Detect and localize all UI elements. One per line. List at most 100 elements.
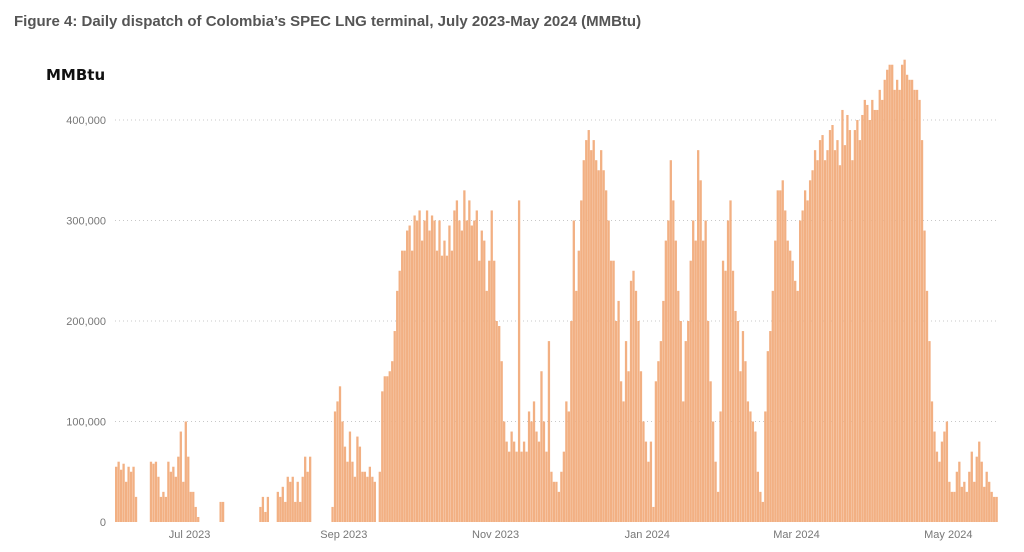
daily-bar xyxy=(789,250,792,522)
daily-bar xyxy=(786,240,789,522)
daily-bar xyxy=(480,230,483,523)
daily-bar xyxy=(863,99,866,523)
daily-bar xyxy=(726,220,730,522)
daily-bar xyxy=(915,89,919,522)
daily-bar xyxy=(169,471,173,522)
daily-bar xyxy=(555,481,558,522)
daily-bar xyxy=(970,451,973,522)
daily-bar xyxy=(415,220,419,522)
daily-bar xyxy=(572,220,575,522)
daily-bar xyxy=(194,506,197,523)
daily-bar xyxy=(828,130,832,523)
daily-bar xyxy=(463,190,466,522)
daily-bar xyxy=(264,511,267,522)
daily-bar xyxy=(304,456,307,523)
daily-bar xyxy=(425,210,429,522)
daily-bar xyxy=(821,135,824,522)
daily-bar xyxy=(346,461,349,522)
daily-bar xyxy=(709,381,712,522)
daily-bar xyxy=(697,150,700,522)
daily-bar xyxy=(557,491,561,522)
daily-bar xyxy=(684,341,687,522)
daily-bar xyxy=(527,411,531,522)
daily-bar xyxy=(508,451,511,522)
daily-bar xyxy=(301,476,304,522)
daily-bar xyxy=(761,501,764,522)
daily-bar xyxy=(764,411,767,522)
daily-bar xyxy=(443,240,446,522)
daily-bar xyxy=(478,260,481,522)
daily-bar xyxy=(363,471,367,522)
daily-bar xyxy=(498,326,501,522)
daily-bar xyxy=(455,200,459,522)
daily-bar xyxy=(968,471,971,522)
daily-bar xyxy=(343,446,347,523)
daily-bar xyxy=(119,469,123,522)
daily-bar xyxy=(756,471,760,522)
daily-bar xyxy=(592,140,595,522)
daily-bar xyxy=(552,481,556,522)
daily-bar xyxy=(873,109,876,522)
daily-bar xyxy=(948,481,951,522)
daily-bar xyxy=(856,120,859,522)
daily-bar xyxy=(378,471,381,522)
daily-bar xyxy=(699,180,702,523)
daily-bar xyxy=(406,230,409,523)
daily-bar xyxy=(331,506,334,523)
y-axis-ticks: 0 100,000 200,000 300,000 400,000 xyxy=(66,115,106,529)
daily-bar xyxy=(729,200,732,522)
daily-bar xyxy=(371,476,374,522)
figure-title: Figure 4: Daily dispatch of Colombia’s S… xyxy=(14,13,642,30)
daily-bar xyxy=(629,280,633,522)
daily-bar xyxy=(724,270,727,522)
daily-bar xyxy=(779,190,782,522)
daily-bar xyxy=(905,74,909,523)
daily-bar xyxy=(299,501,302,522)
daily-bar xyxy=(900,64,904,522)
daily-bar xyxy=(781,180,784,523)
daily-bar xyxy=(759,491,762,522)
daily-bar xyxy=(896,79,899,523)
daily-bar xyxy=(739,371,742,522)
daily-bar xyxy=(595,160,598,522)
daily-bar xyxy=(433,220,436,522)
daily-bar xyxy=(898,89,901,522)
daily-bar xyxy=(309,456,312,523)
daily-bar xyxy=(806,200,809,522)
y-tick-label: 200,000 xyxy=(66,316,106,328)
daily-bar xyxy=(808,180,812,523)
y-tick-label: 100,000 xyxy=(66,417,106,429)
daily-bar xyxy=(535,431,538,522)
daily-bar xyxy=(500,361,503,522)
daily-bar xyxy=(475,210,478,522)
daily-bar xyxy=(221,501,225,522)
daily-bar xyxy=(910,79,914,523)
daily-bar xyxy=(975,456,978,523)
daily-bar xyxy=(649,441,653,522)
daily-bar xyxy=(570,321,573,522)
daily-bar xyxy=(550,471,553,522)
daily-bar xyxy=(642,421,645,522)
daily-bar xyxy=(868,120,871,522)
daily-bar xyxy=(585,140,588,522)
daily-bar xyxy=(368,466,371,522)
daily-bar xyxy=(510,431,513,522)
daily-bar xyxy=(843,145,847,523)
daily-bar xyxy=(391,361,394,522)
daily-bar xyxy=(341,421,344,522)
daily-bar xyxy=(980,461,983,522)
daily-bar xyxy=(958,461,961,522)
daily-bar xyxy=(871,99,874,523)
daily-bar xyxy=(791,260,794,522)
daily-bar xyxy=(453,210,456,522)
daily-bar xyxy=(657,361,660,522)
daily-bar xyxy=(891,64,894,522)
x-axis-ticks: Jul 2023 Sep 2023 Nov 2023 Jan 2024 Mar 2024… xyxy=(169,529,973,541)
daily-bar xyxy=(512,441,516,522)
daily-bar xyxy=(846,114,849,522)
daily-bar xyxy=(945,421,949,522)
daily-bar xyxy=(430,215,434,522)
x-tick-label: Mar 2024 xyxy=(773,529,819,541)
daily-bar xyxy=(567,411,570,522)
